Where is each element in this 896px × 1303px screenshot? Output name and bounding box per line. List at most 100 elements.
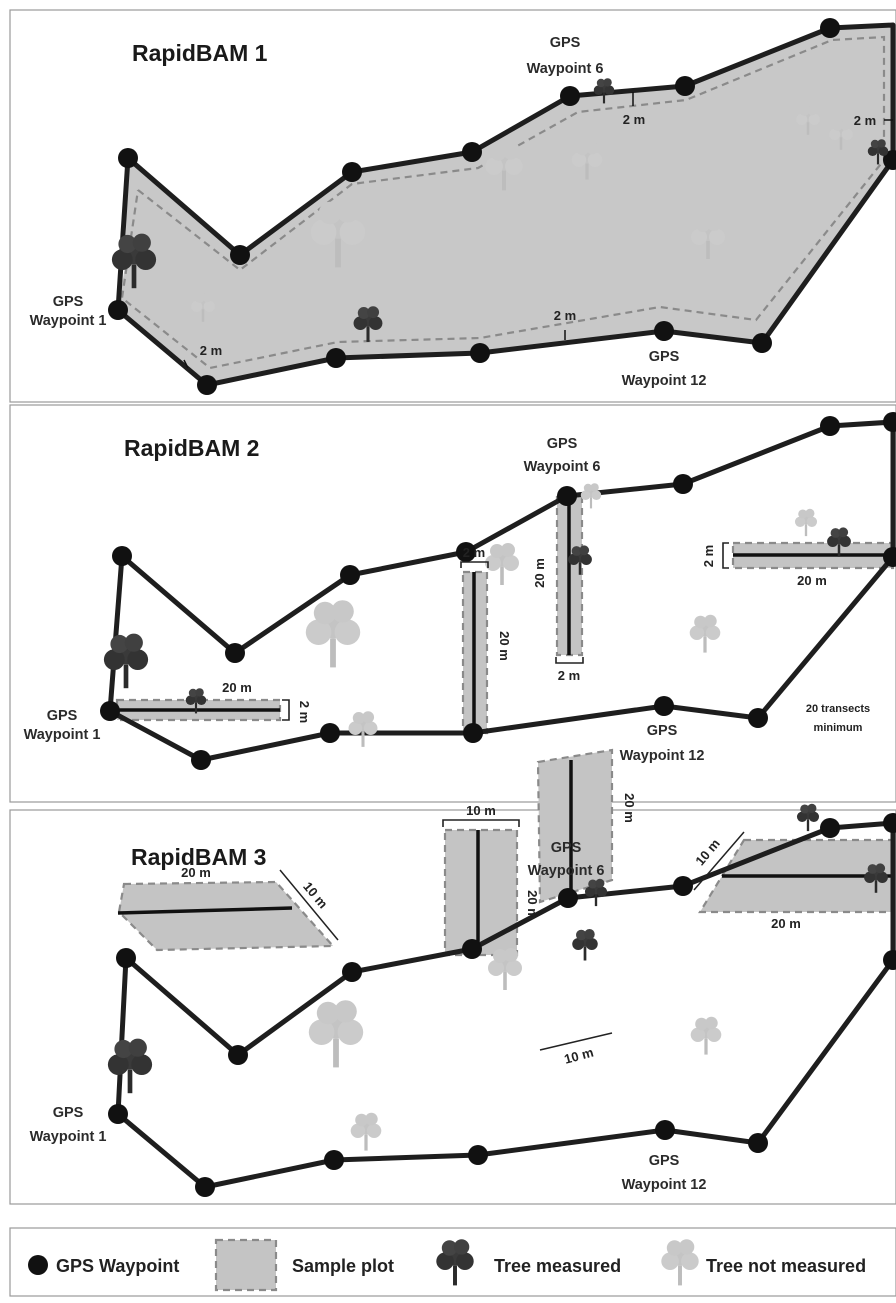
dimension-arrow (183, 359, 189, 369)
waypoint-6-label: GPS (550, 35, 581, 51)
gps-waypoints (108, 18, 896, 395)
gps-waypoint (468, 1145, 488, 1165)
panel-frame (9, 404, 896, 803)
waypoint-boundary-line (115, 22, 896, 388)
waypoint-12-label: GPS (649, 1153, 680, 1169)
dimension-label: 20 m (181, 865, 211, 880)
dimension-label: 2 m (554, 308, 576, 323)
dimension-label: 20 m (497, 631, 512, 661)
gps-waypoint (116, 948, 136, 968)
waypoint-boundary-line (107, 419, 896, 763)
dimension-label: 20 m (622, 793, 637, 823)
dimension-label: 2 m (200, 343, 222, 358)
waypoint-6-label: Waypoint 6 (524, 459, 601, 475)
legend-waypoint-label: GPS Waypoint (56, 1256, 179, 1276)
waypoint-1-label: Waypoint 1 (24, 727, 101, 743)
gps-waypoint (456, 542, 476, 562)
gps-waypoint (820, 818, 840, 838)
dimension-label: 20 m (797, 573, 827, 588)
panel-title: RapidBAM 3 (131, 844, 266, 870)
dimension-line (279, 869, 339, 941)
waypoint-boundary-line (115, 820, 896, 1190)
gps-waypoint (342, 162, 362, 182)
gps-waypoint (673, 876, 693, 896)
waypoint-12-label: Waypoint 12 (622, 1177, 707, 1193)
gps-waypoint (883, 412, 896, 432)
dimension-label: 2 m (297, 701, 312, 723)
legend-plot-swatch (214, 1238, 278, 1292)
dimension-line (539, 1032, 613, 1051)
dimension-label: 10 m (466, 803, 496, 818)
dimension-label: 2 m (623, 112, 645, 127)
gps-waypoint (108, 1104, 128, 1124)
dimension-bracket (442, 819, 520, 827)
gps-waypoint (342, 962, 362, 982)
panel-title: RapidBAM 2 (124, 435, 259, 461)
gps-waypoint (654, 321, 674, 341)
dimension-bracket (460, 561, 489, 568)
gps-waypoint (675, 76, 695, 96)
dimension-label: 20 m (532, 558, 547, 588)
transect-line (117, 906, 293, 915)
gps-waypoint (324, 1150, 344, 1170)
gps-waypoint (191, 750, 211, 770)
gps-waypoint (230, 245, 250, 265)
gps-waypoint (326, 348, 346, 368)
gps-waypoint (462, 939, 482, 959)
waypoint-6-label: Waypoint 6 (527, 61, 604, 77)
dashed-plot-border (120, 35, 886, 370)
dimension-label: 20 m (525, 890, 540, 920)
transect-note: 20 transects (806, 703, 870, 715)
waypoint-12-label: Waypoint 12 (620, 748, 705, 764)
gps-waypoint (100, 701, 120, 721)
gps-waypoint (463, 723, 483, 743)
gps-waypoint (654, 696, 674, 716)
dimension-label: 20 m (771, 916, 801, 931)
waypoint-1-label: Waypoint 1 (30, 313, 107, 329)
sample-plot (117, 880, 336, 952)
gps-waypoint (752, 333, 772, 353)
waypoint-6-label: GPS (551, 840, 582, 856)
sample-band (118, 25, 893, 385)
gps-waypoint (225, 643, 245, 663)
gps-waypoint (673, 474, 693, 494)
gps-waypoint (560, 86, 580, 106)
dimension-line (693, 831, 745, 891)
waypoint-12-label: GPS (649, 349, 680, 365)
waypoint-1-label: GPS (47, 708, 78, 724)
legend-measured-label: Tree measured (494, 1256, 621, 1276)
gps-waypoint (228, 1045, 248, 1065)
gps-waypoint (112, 546, 132, 566)
panel-rapidbam-2: RapidBAM 2 (9, 404, 896, 803)
waypoint-12-label: Waypoint 12 (622, 373, 707, 389)
legend: GPS Waypoint Sample plot Tree measured T… (9, 1227, 896, 1297)
gps-waypoint (748, 1133, 768, 1153)
gps-waypoint (197, 375, 217, 395)
waypoint-6-label: GPS (547, 436, 578, 452)
dimension-bracket (555, 657, 584, 664)
legend-plot-label: Sample plot (292, 1256, 394, 1276)
sample-plot (536, 748, 614, 904)
dimension-label: 20 m (222, 680, 252, 695)
gps-waypoint (558, 888, 578, 908)
dimension-bracket (282, 699, 290, 721)
dimension-label: 2 m (854, 113, 876, 128)
gps-waypoint (340, 565, 360, 585)
dimension-label: 10 m (563, 1045, 596, 1067)
dimension-label: 2 m (558, 668, 580, 683)
waypoint-1-label: GPS (53, 294, 84, 310)
gps-waypoints (108, 813, 896, 1197)
waypoint-6-label: Waypoint 6 (528, 863, 605, 879)
sample-plot (443, 828, 519, 957)
gps-waypoint (820, 416, 840, 436)
panel-title: RapidBAM 1 (132, 40, 268, 66)
dimension-bracket (722, 542, 729, 569)
panel-rapidbam-1: RapidBAM 1 (9, 9, 896, 403)
gps-waypoints (100, 412, 896, 770)
gps-waypoint (462, 142, 482, 162)
waypoint-12-label: GPS (647, 723, 678, 739)
transect-note: minimum (814, 722, 863, 734)
dimension-label: 2 m (463, 545, 485, 560)
gps-waypoint (557, 486, 577, 506)
